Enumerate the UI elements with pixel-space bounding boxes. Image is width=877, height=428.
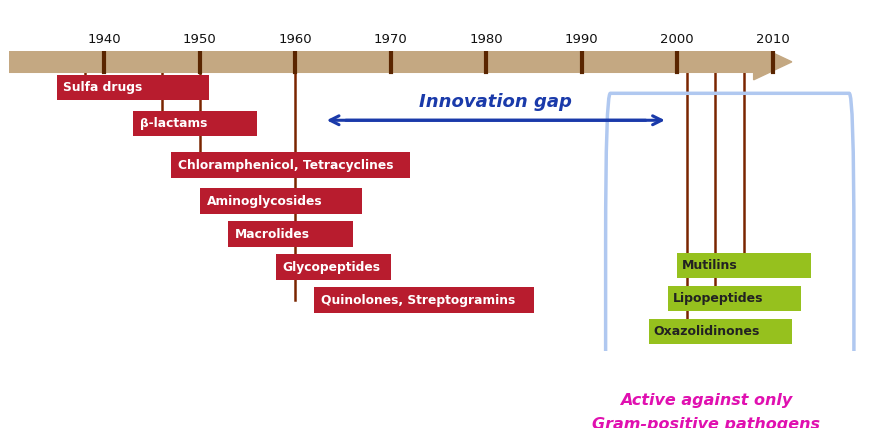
FancyBboxPatch shape: [200, 188, 362, 214]
Text: Chloramphenicol, Tetracyclines: Chloramphenicol, Tetracyclines: [178, 159, 393, 172]
Text: 2000: 2000: [660, 33, 694, 46]
Text: Oxazolidinones: Oxazolidinones: [653, 325, 759, 338]
Text: Innovation gap: Innovation gap: [419, 93, 572, 111]
FancyBboxPatch shape: [171, 152, 410, 178]
FancyBboxPatch shape: [133, 110, 257, 136]
FancyBboxPatch shape: [677, 253, 811, 278]
FancyBboxPatch shape: [314, 287, 534, 313]
FancyBboxPatch shape: [228, 221, 353, 247]
Text: 1960: 1960: [278, 33, 312, 46]
Text: Aminoglycosides: Aminoglycosides: [206, 195, 322, 208]
Text: Quinolones, Streptogramins: Quinolones, Streptogramins: [321, 294, 516, 306]
Text: Active against only: Active against only: [620, 393, 792, 408]
FancyBboxPatch shape: [56, 74, 210, 100]
Text: Lipopeptides: Lipopeptides: [673, 292, 763, 305]
Text: Sulfa drugs: Sulfa drugs: [63, 81, 142, 94]
Text: 1990: 1990: [565, 33, 599, 46]
Text: β-lactams: β-lactams: [139, 117, 207, 130]
Text: Mutilins: Mutilins: [682, 259, 738, 272]
Text: 1980: 1980: [469, 33, 503, 46]
Text: 1940: 1940: [88, 33, 121, 46]
FancyArrow shape: [9, 44, 792, 80]
Text: Macrolides: Macrolides: [235, 228, 310, 241]
Text: 2010: 2010: [756, 33, 789, 46]
FancyBboxPatch shape: [649, 319, 792, 344]
Text: Gram-positive pathogens: Gram-positive pathogens: [592, 417, 820, 428]
Text: 1950: 1950: [183, 33, 217, 46]
FancyBboxPatch shape: [276, 254, 391, 280]
FancyBboxPatch shape: [667, 286, 802, 311]
Text: 1970: 1970: [374, 33, 408, 46]
Text: Glycopeptides: Glycopeptides: [283, 261, 381, 273]
